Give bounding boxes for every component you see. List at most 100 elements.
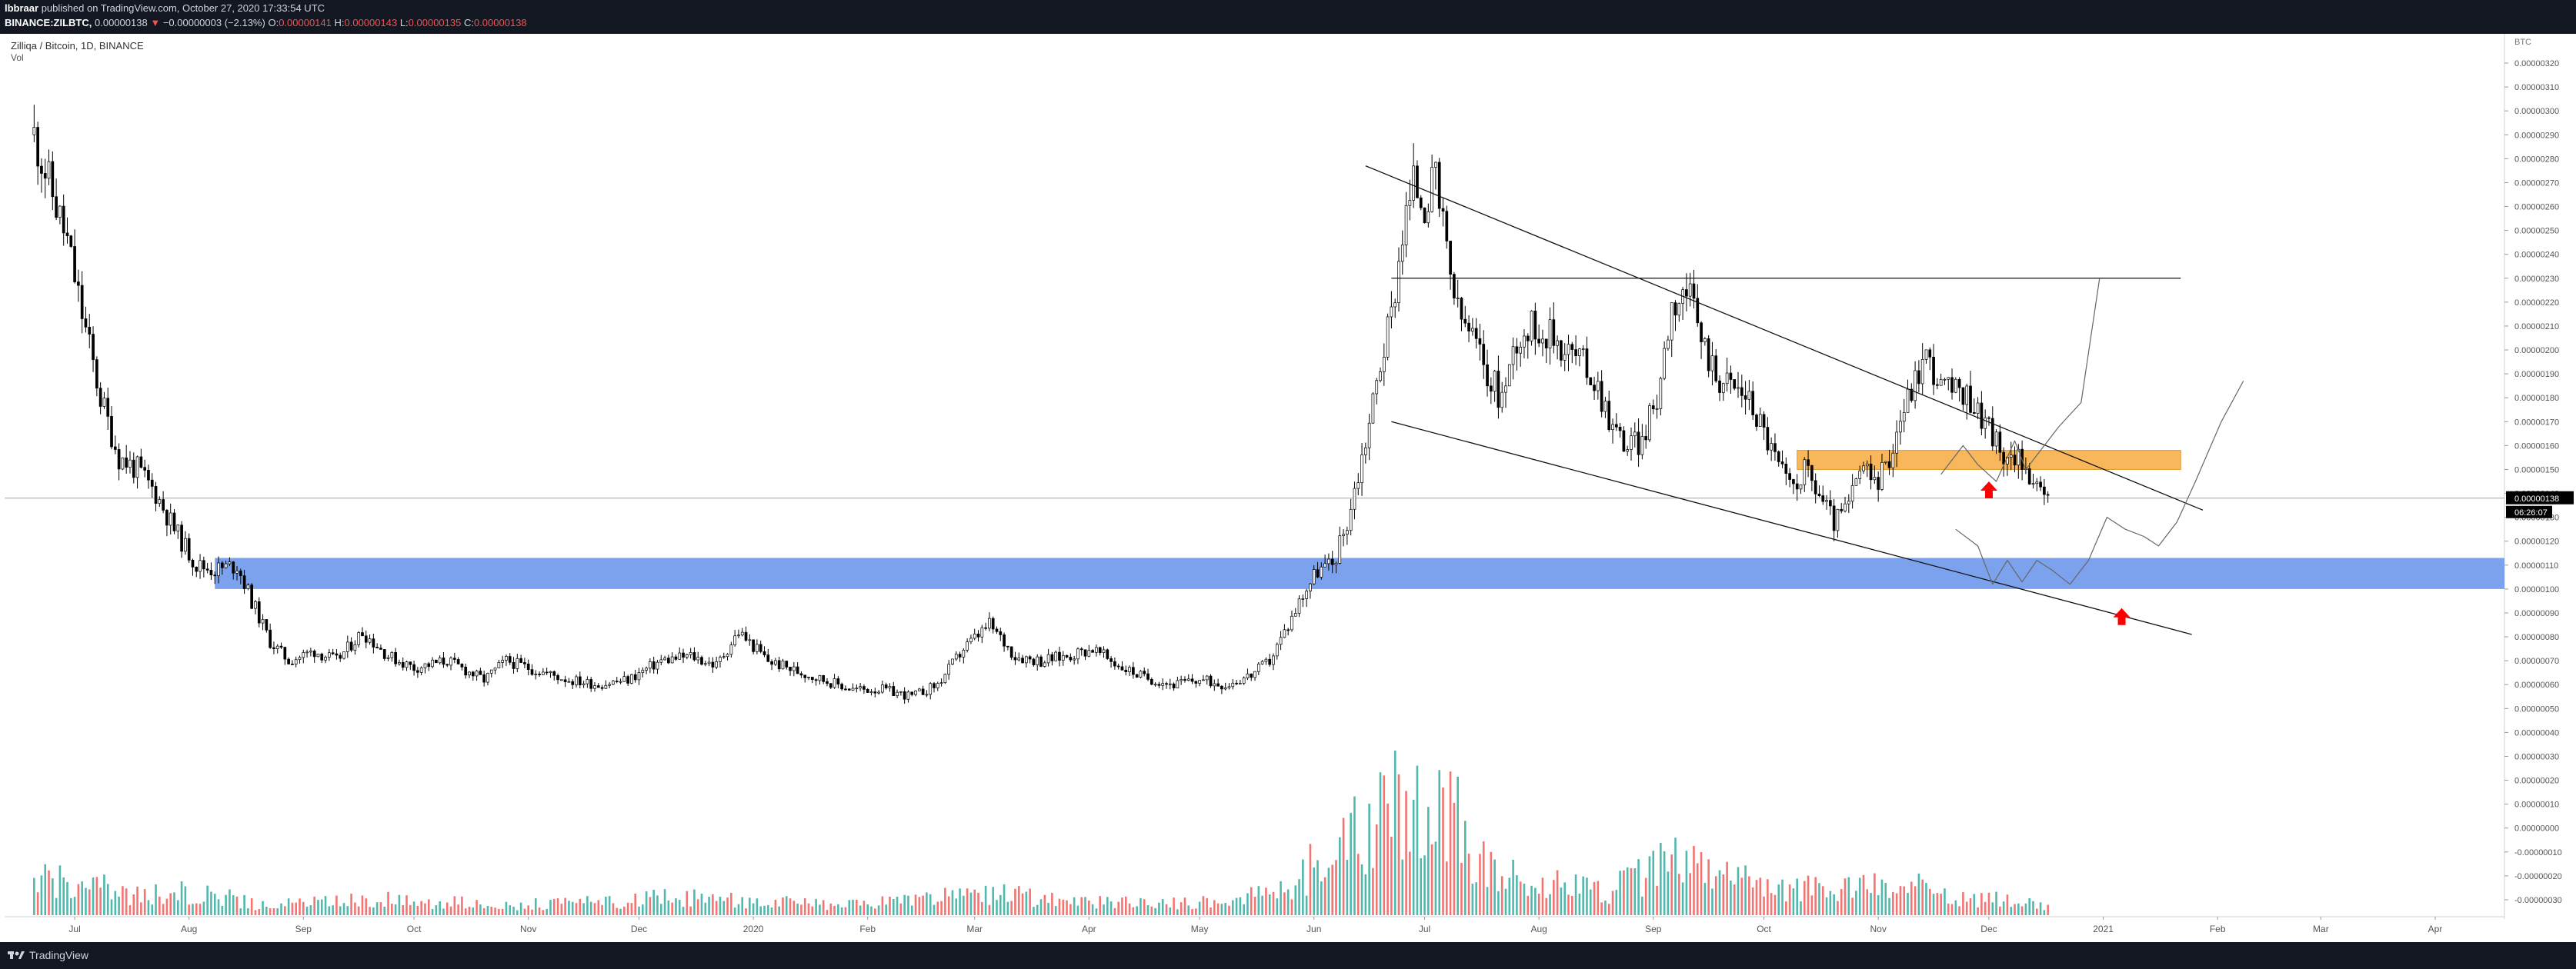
volume-bar bbox=[1641, 896, 1643, 915]
candle-body bbox=[1939, 379, 1943, 386]
candle-body bbox=[1124, 669, 1128, 672]
volume-bar bbox=[1397, 774, 1400, 915]
volume-bar bbox=[1272, 891, 1275, 915]
candle-body bbox=[1500, 391, 1504, 408]
volume-bar bbox=[468, 906, 471, 915]
volume-bar bbox=[287, 898, 290, 915]
volume-bar bbox=[350, 894, 352, 915]
volume-bar bbox=[1036, 904, 1039, 915]
candle-body bbox=[1707, 338, 1710, 371]
candle-body bbox=[298, 657, 302, 661]
brand[interactable]: TradingView bbox=[8, 949, 88, 961]
volume-bar bbox=[58, 865, 62, 915]
volume-bar bbox=[2006, 894, 2009, 915]
volume-bar bbox=[1146, 905, 1150, 915]
volume-bar bbox=[125, 888, 128, 915]
volume-bar bbox=[1305, 895, 1308, 915]
countdown-label: 06:26:07 bbox=[2514, 508, 2548, 518]
volume-bar bbox=[88, 889, 91, 915]
candle-body bbox=[1758, 414, 1762, 427]
volume-bar bbox=[387, 891, 389, 915]
candle-body bbox=[250, 584, 254, 609]
volume-bar bbox=[1644, 877, 1647, 915]
volume-bar bbox=[819, 904, 821, 915]
candle-body bbox=[1202, 679, 1205, 681]
candle-body bbox=[1887, 461, 1891, 468]
volume-bar bbox=[299, 898, 301, 915]
candle-body bbox=[1774, 443, 1777, 452]
volume-bar bbox=[1467, 854, 1470, 915]
volume-bar bbox=[756, 898, 759, 915]
candle-body bbox=[700, 657, 703, 665]
candle-body bbox=[1906, 388, 1910, 413]
chart-legend-title[interactable]: Zilliqa / Bitcoin, 1D, BINANCE bbox=[11, 40, 144, 52]
candle-body bbox=[1718, 380, 1721, 393]
volume-bar bbox=[1965, 901, 1968, 915]
candle-body bbox=[1445, 211, 1449, 241]
candle-body bbox=[1180, 679, 1183, 681]
volume-bar bbox=[405, 895, 408, 915]
volume-legend[interactable]: Vol bbox=[11, 52, 24, 63]
candle-body bbox=[1205, 675, 1209, 681]
candle-body bbox=[936, 683, 939, 688]
time-axis[interactable]: Jul Aug Sep Oct Nov Dec 2020 Feb Mar Apr May Jun Jul… bbox=[68, 917, 2442, 934]
candle-body bbox=[1076, 648, 1079, 660]
candle-body bbox=[1740, 387, 1743, 396]
candle-body bbox=[239, 571, 242, 576]
drawings[interactable] bbox=[1365, 165, 2244, 635]
volume-bar bbox=[782, 897, 784, 915]
volume-bar bbox=[693, 889, 696, 915]
volume-bar bbox=[1003, 884, 1006, 915]
candle-body bbox=[759, 644, 762, 652]
volume-bar bbox=[128, 905, 132, 915]
volume-bar bbox=[328, 906, 331, 915]
candle-body bbox=[202, 560, 205, 570]
volume-bar bbox=[571, 901, 574, 915]
candle-body bbox=[2046, 494, 2050, 496]
low-value: 0.00000135 bbox=[408, 17, 462, 28]
volume-bar bbox=[1316, 860, 1319, 915]
volume-bar bbox=[1681, 882, 1684, 915]
author-name[interactable]: lbbraar bbox=[5, 2, 39, 14]
volume-bar bbox=[158, 896, 161, 915]
price-axis[interactable]: BTC 0.00000320 0.00000310 0.00000300 0.00000… bbox=[2504, 34, 2576, 919]
volume-bar bbox=[981, 901, 983, 915]
volume-bar bbox=[85, 887, 87, 915]
volume-bar bbox=[136, 886, 138, 915]
volume-bar bbox=[641, 904, 644, 915]
volume-bar bbox=[1950, 904, 1954, 915]
volume-bar bbox=[696, 899, 699, 915]
volume-bar bbox=[1726, 861, 1728, 915]
high-label: H: bbox=[334, 17, 345, 28]
candle-body bbox=[1408, 200, 1412, 206]
volume-bar bbox=[645, 891, 648, 915]
volume-bar bbox=[1504, 888, 1507, 915]
candle-body bbox=[962, 650, 966, 658]
candle-body bbox=[1799, 484, 1803, 490]
volume-bar bbox=[40, 875, 43, 915]
volume-bar bbox=[1796, 878, 1799, 915]
candle-body bbox=[1231, 682, 1235, 688]
volume-bar bbox=[829, 903, 833, 915]
candle-body bbox=[1950, 377, 1954, 393]
volume-bar bbox=[722, 901, 726, 915]
volume-bar bbox=[1239, 897, 1242, 915]
volume-bar bbox=[700, 894, 703, 915]
volume-bar bbox=[1224, 903, 1226, 915]
volume-bar bbox=[1714, 876, 1717, 915]
candle-body bbox=[737, 634, 740, 637]
price-tick-label: 0.00000190 bbox=[2514, 370, 2559, 379]
volume-bar bbox=[1917, 873, 1920, 915]
candle-body bbox=[1603, 401, 1607, 412]
orange-resistance-zone bbox=[1797, 450, 2181, 470]
candle-body bbox=[1920, 359, 1924, 385]
time-tick-label: May bbox=[1191, 924, 1209, 934]
volume-bar bbox=[1143, 899, 1146, 915]
volume-bar bbox=[431, 908, 434, 915]
volume-bar bbox=[486, 906, 489, 915]
volume-bar bbox=[1021, 893, 1024, 915]
candle-body bbox=[1515, 346, 1519, 354]
volume-bar bbox=[1206, 897, 1209, 915]
candle-body bbox=[1382, 357, 1386, 372]
